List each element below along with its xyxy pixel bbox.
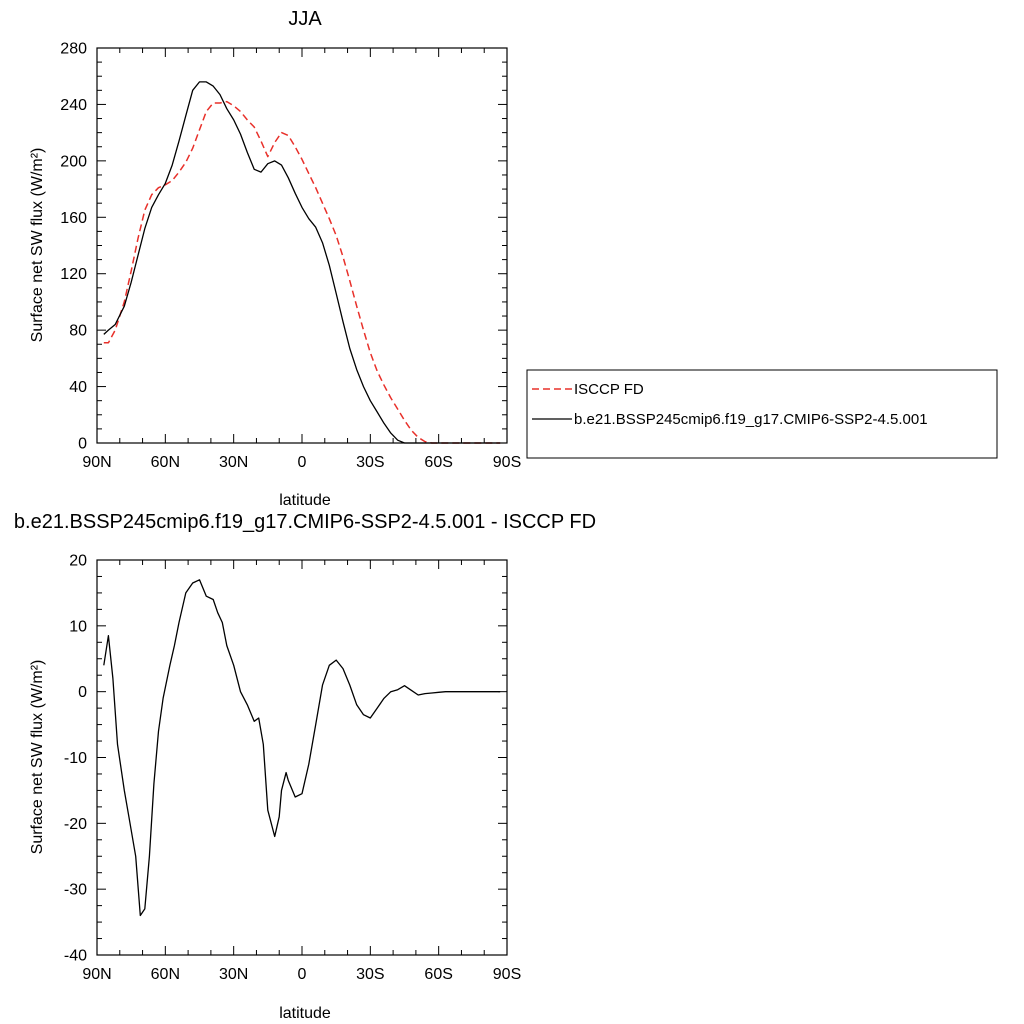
top-chart-frame	[96, 47, 508, 444]
bottom-chart-y-axis-label: Surface net SW flux (W/m²)	[29, 660, 46, 855]
top-chart-xtick-label: 60S	[424, 454, 452, 471]
bottom-chart-xtick-label: 90S	[493, 966, 521, 983]
bottom-chart-ytick-label: 20	[69, 553, 87, 570]
top-chart-series-line-model	[103, 81, 501, 444]
top-chart-xtick-label: 90N	[82, 454, 111, 471]
bottom-chart-ytick-label: -30	[64, 882, 87, 899]
bottom-chart-xtick-label: 0	[298, 966, 307, 983]
bottom-chart-panel: b.e21.BSSP245cmip6.f19_g17.CMIP6-SSP2-4.…	[14, 511, 596, 1022]
bottom-chart-series-line-model	[103, 579, 501, 917]
top-chart-series-line-isccp	[103, 100, 501, 444]
bottom-chart-title: b.e21.BSSP245cmip6.f19_g17.CMIP6-SSP2-4.…	[14, 511, 596, 533]
top-chart-ytick-label: 40	[69, 379, 87, 396]
top-chart-x-axis-label: latitude	[279, 492, 331, 509]
bottom-chart-ytick-label: -20	[64, 816, 87, 833]
bottom-chart-xtick-label: 60N	[151, 966, 180, 983]
bottom-chart-xtick-label: 60S	[424, 966, 452, 983]
bottom-chart-ytick-label: -10	[64, 750, 87, 767]
bottom-chart-ytick-label: 10	[69, 618, 87, 635]
bottom-chart-xtick-label: 30S	[356, 966, 384, 983]
bottom-chart-xtick-label: 90N	[82, 966, 111, 983]
bottom-chart-ticks: -40 -30 -20 -10 0 10 20 90N 60N 30N 0 30S 60S 90S	[64, 553, 521, 984]
top-chart-xtick-label: 0	[298, 454, 307, 471]
top-chart-ytick-label: 120	[60, 266, 87, 283]
top-chart-xtick-label: 60N	[151, 454, 180, 471]
top-chart-ytick-label: 200	[60, 153, 87, 170]
legend: ISCCP FD b.e21.BSSP245cmip6.f19_g17.CMIP…	[526, 369, 998, 459]
bottom-chart-ytick-label: -40	[64, 948, 87, 965]
top-chart-ytick-label: 80	[69, 323, 87, 340]
legend-label-isccp: ISCCP FD	[574, 381, 644, 398]
bottom-chart-frame	[96, 559, 508, 956]
top-chart-xtick-label: 90S	[493, 454, 521, 471]
top-chart-ytick-label: 240	[60, 97, 87, 114]
top-chart-xtick-label: 30N	[219, 454, 248, 471]
top-chart-panel: JJA 0 40 80 120 160 200 240 280 90N 60N 30N 0 30S 60S…	[29, 8, 521, 509]
top-chart-ytick-label: 160	[60, 210, 87, 227]
top-chart-xtick-label: 30S	[356, 454, 384, 471]
legend-box	[526, 369, 998, 459]
bottom-chart-series	[103, 579, 501, 917]
top-chart-y-axis-label: Surface net SW flux (W/m²)	[29, 148, 46, 343]
bottom-chart-xtick-label: 30N	[219, 966, 248, 983]
bottom-chart-x-axis-label: latitude	[279, 1005, 331, 1022]
legend-label-model: b.e21.BSSP245cmip6.f19_g17.CMIP6-SSP2-4.…	[574, 411, 928, 428]
top-chart-series	[103, 81, 501, 444]
top-chart-ticks: 0 40 80 120 160 200 240 280 90N 60N 30N 0 30S 60S 90S	[60, 41, 521, 472]
top-chart-ytick-label: 280	[60, 41, 87, 58]
top-chart-ytick-label: 0	[78, 436, 87, 453]
bottom-chart-ytick-label: 0	[78, 684, 87, 701]
top-chart-title: JJA	[288, 8, 322, 30]
